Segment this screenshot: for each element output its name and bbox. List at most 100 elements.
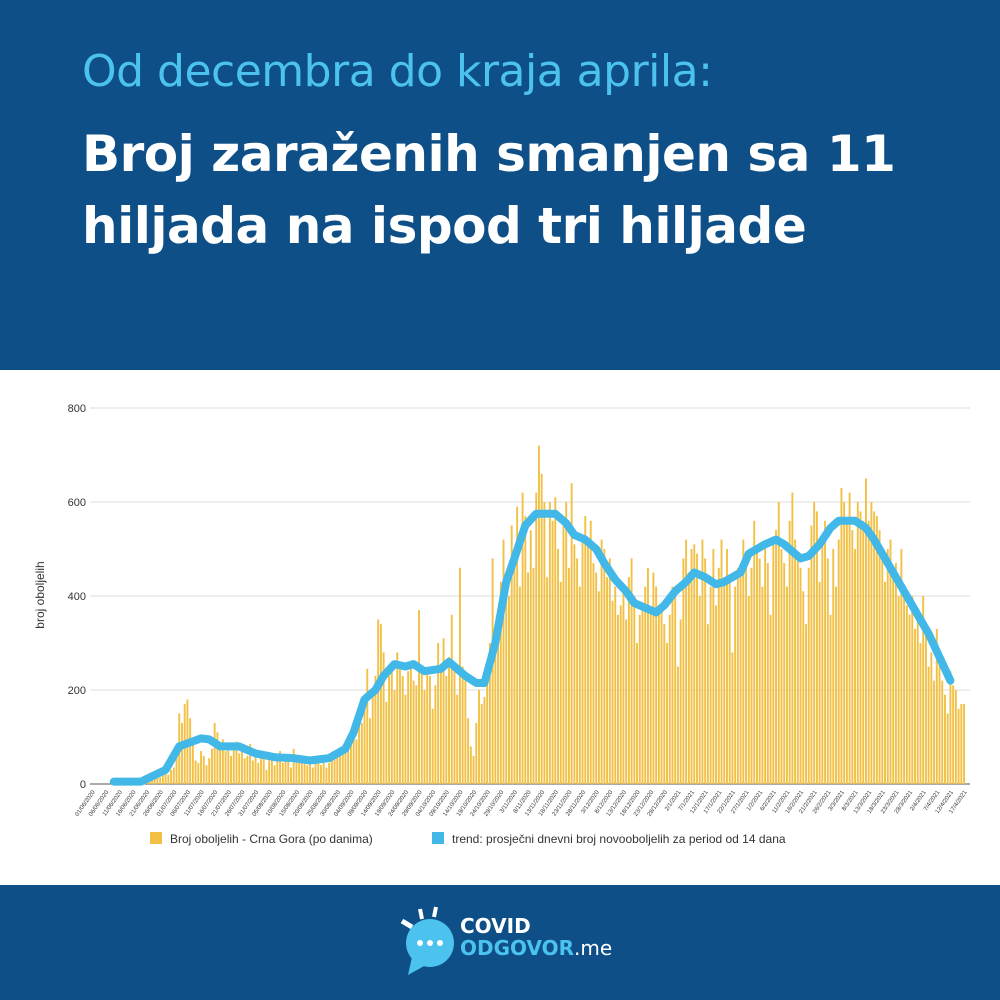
bar (461, 666, 464, 784)
bar (164, 772, 167, 784)
bar (281, 762, 284, 784)
bar (341, 746, 344, 784)
bar (922, 596, 925, 784)
page-title: Broj zaraženih smanjen sa 11 hiljada na … (82, 125, 896, 255)
bar (783, 563, 786, 784)
bar (450, 614, 453, 784)
bar (769, 614, 772, 784)
bar (445, 675, 448, 784)
bar (216, 732, 219, 784)
bar (644, 586, 647, 784)
legend: Broj oboljelih - Crna Gora (po danima) t… (150, 832, 786, 846)
bar (360, 722, 363, 784)
bar (840, 487, 843, 784)
bar (900, 549, 903, 784)
bar (638, 614, 641, 784)
bar (377, 619, 380, 784)
bar (221, 739, 224, 784)
bar (687, 572, 690, 784)
bar (903, 586, 906, 784)
bar (799, 567, 802, 784)
bar (935, 628, 938, 784)
bar (317, 755, 320, 784)
subtitle: Od decembra do kraja aprila: (82, 46, 713, 97)
bar (303, 760, 306, 784)
bar (175, 755, 178, 784)
bar (611, 600, 614, 784)
bar (597, 591, 600, 784)
bar (172, 767, 175, 784)
bar (652, 572, 655, 784)
bar (232, 748, 235, 784)
logo-text: COVID ODGOVOR.me (460, 915, 612, 959)
bar (189, 718, 192, 784)
bar (546, 577, 549, 784)
bar (540, 473, 543, 784)
bar (418, 610, 420, 784)
bar (213, 722, 216, 784)
bar (954, 690, 957, 784)
bars (112, 445, 965, 784)
bar (927, 666, 930, 784)
bar (810, 525, 813, 784)
bar (758, 558, 761, 784)
bar (764, 544, 767, 784)
bar-chart: 0 200 400 600 800 01/06/202006/06/202011/06/… (33, 403, 970, 846)
bar (513, 549, 516, 784)
bar (330, 758, 333, 784)
bar (420, 671, 423, 784)
bar (240, 751, 243, 784)
bar (908, 614, 911, 784)
y-axis-ticks: 0 200 400 600 800 (68, 403, 86, 791)
bar (379, 624, 382, 784)
legend-swatch-bars (150, 832, 162, 844)
bar (347, 751, 350, 784)
bar (788, 520, 791, 784)
bar (505, 577, 508, 784)
logo-suffix: .me (574, 936, 613, 960)
bar (919, 643, 922, 784)
bar (429, 675, 431, 784)
bar (821, 544, 824, 784)
bar (407, 671, 410, 784)
bar (581, 534, 584, 784)
bar (715, 605, 718, 784)
bar (311, 767, 314, 784)
footer: COVID ODGOVOR.me (0, 885, 1000, 1000)
bar (276, 758, 279, 784)
bar (731, 652, 734, 784)
bar (753, 520, 756, 784)
bar (371, 690, 374, 784)
bar (475, 722, 478, 784)
bar (587, 539, 589, 784)
bar (739, 577, 742, 784)
bar (292, 748, 295, 784)
bar (952, 685, 955, 784)
bar (930, 652, 933, 784)
bar (396, 652, 399, 784)
bar (260, 758, 262, 784)
bar (554, 497, 557, 784)
bar (251, 760, 254, 784)
bar (401, 675, 404, 784)
bar (772, 539, 775, 784)
bar (287, 760, 290, 784)
bar (499, 581, 502, 784)
bar (693, 544, 696, 784)
bar (914, 628, 916, 784)
bar (584, 516, 587, 784)
bar (619, 605, 622, 784)
bar (690, 549, 693, 784)
bar (617, 614, 619, 784)
bar (726, 549, 728, 784)
bar (862, 520, 865, 784)
bar (527, 572, 529, 784)
bar (284, 755, 287, 784)
bar (709, 586, 712, 784)
bar (358, 713, 361, 784)
bar (854, 549, 856, 784)
bar (423, 690, 426, 784)
bar (205, 765, 208, 784)
bar (355, 739, 358, 784)
bar (486, 671, 489, 784)
